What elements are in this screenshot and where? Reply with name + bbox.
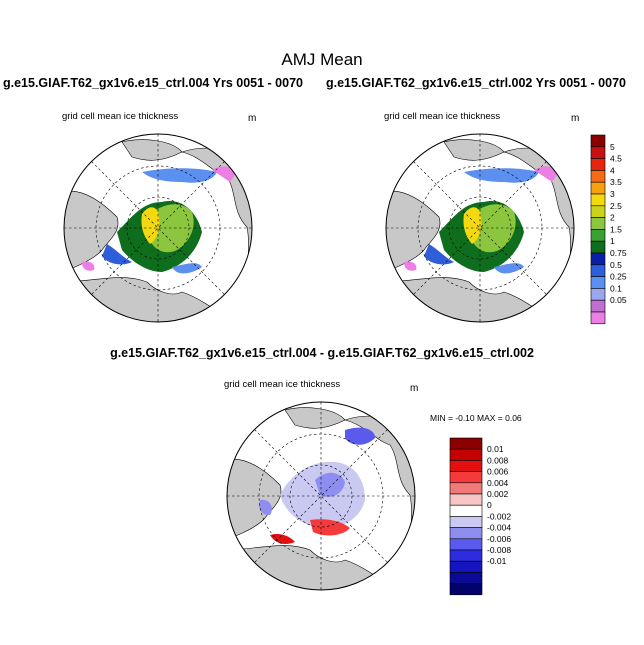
panel-2-polar-map — [385, 133, 575, 323]
thickness-colorbar-swatch — [590, 264, 606, 277]
thickness-colorbar-swatch — [590, 170, 606, 183]
ice-edge — [424, 244, 454, 265]
difference-colorbar-label: -0.004 — [487, 523, 511, 533]
thickness-colorbar-label: 1 — [610, 236, 615, 246]
thickness-colorbar-label: 0.75 — [610, 248, 627, 258]
thickness-colorbar-label: 4.5 — [610, 154, 622, 164]
difference-colorbar-swatch — [449, 583, 483, 596]
difference-colorbar-swatch — [449, 572, 483, 584]
difference-colorbar-swatch — [449, 538, 483, 551]
thickness-colorbar-swatch — [590, 299, 606, 313]
difference-colorbar-label: 0.006 — [487, 467, 509, 477]
difference-colorbar-swatch — [449, 549, 483, 562]
difference-title: g.e15.GIAF.T62_gx1v6.e15_ctrl.004 - g.e1… — [110, 346, 534, 360]
panel-1-variable-label: grid cell mean ice thickness — [62, 111, 179, 122]
panel-1-case-title: g.e15.GIAF.T62_gx1v6.e15_ctrl.004 Yrs 00… — [3, 76, 303, 90]
panel-1-units: m — [248, 113, 257, 124]
difference-colorbar-label: 0.002 — [487, 489, 509, 499]
difference-colorbar-label: -0.002 — [487, 511, 511, 521]
difference-min-max: MIN = -0.10 MAX = 0.06 — [430, 413, 522, 423]
land-mass — [227, 458, 282, 541]
difference-colorbar-swatch — [449, 448, 483, 461]
difference-colorbar-swatch — [449, 460, 483, 472]
difference-variable-label: grid cell mean ice thickness — [224, 379, 341, 390]
difference-colorbar-label: 0.008 — [487, 455, 509, 465]
thickness-colorbar-label: 5 — [610, 142, 615, 152]
land-mass — [386, 190, 441, 273]
thickness-colorbar-swatch — [590, 276, 606, 289]
panel-2-variable-label: grid cell mean ice thickness — [384, 111, 501, 122]
thickness-colorbar-swatch — [590, 288, 606, 301]
panel-2-units: m — [571, 113, 580, 124]
thickness-colorbar-swatch — [590, 240, 606, 254]
ice-edge — [404, 261, 417, 271]
difference-positive — [270, 533, 295, 544]
land-mass — [284, 407, 346, 429]
ice-thickest — [141, 207, 160, 244]
ice-edge — [172, 263, 202, 274]
difference-negative — [345, 427, 375, 445]
difference-colorbar-swatch — [449, 471, 483, 484]
thickness-colorbar-swatch — [590, 158, 606, 171]
thickness-colorbar-label: 0.5 — [610, 260, 622, 270]
difference-positive — [310, 519, 350, 536]
difference-negative — [315, 472, 345, 497]
thickness-colorbar-swatch — [590, 134, 606, 148]
panel-2-case-title: g.e15.GIAF.T62_gx1v6.e15_ctrl.002 Yrs 00… — [326, 76, 626, 90]
thickness-colorbar-label: 0.1 — [610, 283, 622, 293]
difference-colorbar-label: -0.008 — [487, 545, 511, 555]
difference-colorbar-swatch — [449, 560, 483, 573]
difference-polar-map — [226, 401, 416, 591]
difference-colorbar: 0.010.0080.0060.0040.0020-0.002-0.004-0.… — [449, 437, 511, 596]
thickness-colorbar-label: 0.05 — [610, 295, 627, 305]
thickness-colorbar-label: 4 — [610, 165, 615, 175]
ice-edge — [82, 261, 95, 271]
ice-edge — [102, 244, 132, 265]
difference-colorbar-swatch — [449, 516, 483, 528]
ice-thin-edge — [464, 168, 539, 183]
land-mass — [121, 139, 183, 161]
land-mass — [64, 190, 119, 273]
ice-thin-edge — [142, 168, 217, 183]
difference-colorbar-label: 0 — [487, 500, 492, 510]
thickness-colorbar-swatch — [590, 229, 606, 242]
difference-colorbar-label: 0.01 — [487, 444, 504, 454]
thickness-colorbar-label: 2 — [610, 213, 615, 223]
thickness-colorbar-swatch — [590, 252, 606, 266]
difference-negative — [259, 499, 272, 516]
difference-colorbar-label: 0.004 — [487, 478, 509, 488]
difference-colorbar-swatch — [449, 504, 483, 517]
thickness-colorbar-label: 3 — [610, 189, 615, 199]
difference-colorbar-label: -0.01 — [487, 556, 507, 566]
difference-colorbar-swatch — [449, 493, 483, 506]
ice-thin-edge — [534, 166, 559, 182]
thickness-colorbar: 5 4.54 3.5 3 2.5 21.5 1 0.75 0.5 0.250.1 0.05 — [590, 134, 627, 325]
difference-colorbar-swatch — [449, 527, 483, 540]
thickness-colorbar-swatch — [590, 311, 606, 325]
thickness-colorbar-swatch — [590, 146, 606, 159]
ice-thickest — [463, 207, 482, 244]
difference-colorbar-swatch — [449, 437, 483, 450]
difference-colorbar-label: -0.006 — [487, 534, 511, 544]
thickness-colorbar-swatch — [590, 217, 606, 230]
thickness-colorbar-label: 0.25 — [610, 272, 627, 282]
panel-1-polar-map — [63, 133, 253, 323]
thickness-colorbar-swatch — [590, 181, 606, 195]
ice-thin-edge — [212, 166, 237, 182]
thickness-colorbar-swatch — [590, 205, 606, 218]
figure-title: AMJ Mean — [281, 50, 363, 69]
thickness-colorbar-label: 2.5 — [610, 201, 622, 211]
land-mass — [443, 139, 505, 161]
difference-colorbar-swatch — [449, 482, 483, 495]
thickness-colorbar-label: 3.5 — [610, 177, 622, 187]
ice-edge — [494, 263, 524, 274]
thickness-colorbar-swatch — [590, 193, 606, 207]
thickness-colorbar-label: 1.5 — [610, 224, 622, 234]
difference-units: m — [410, 383, 419, 394]
